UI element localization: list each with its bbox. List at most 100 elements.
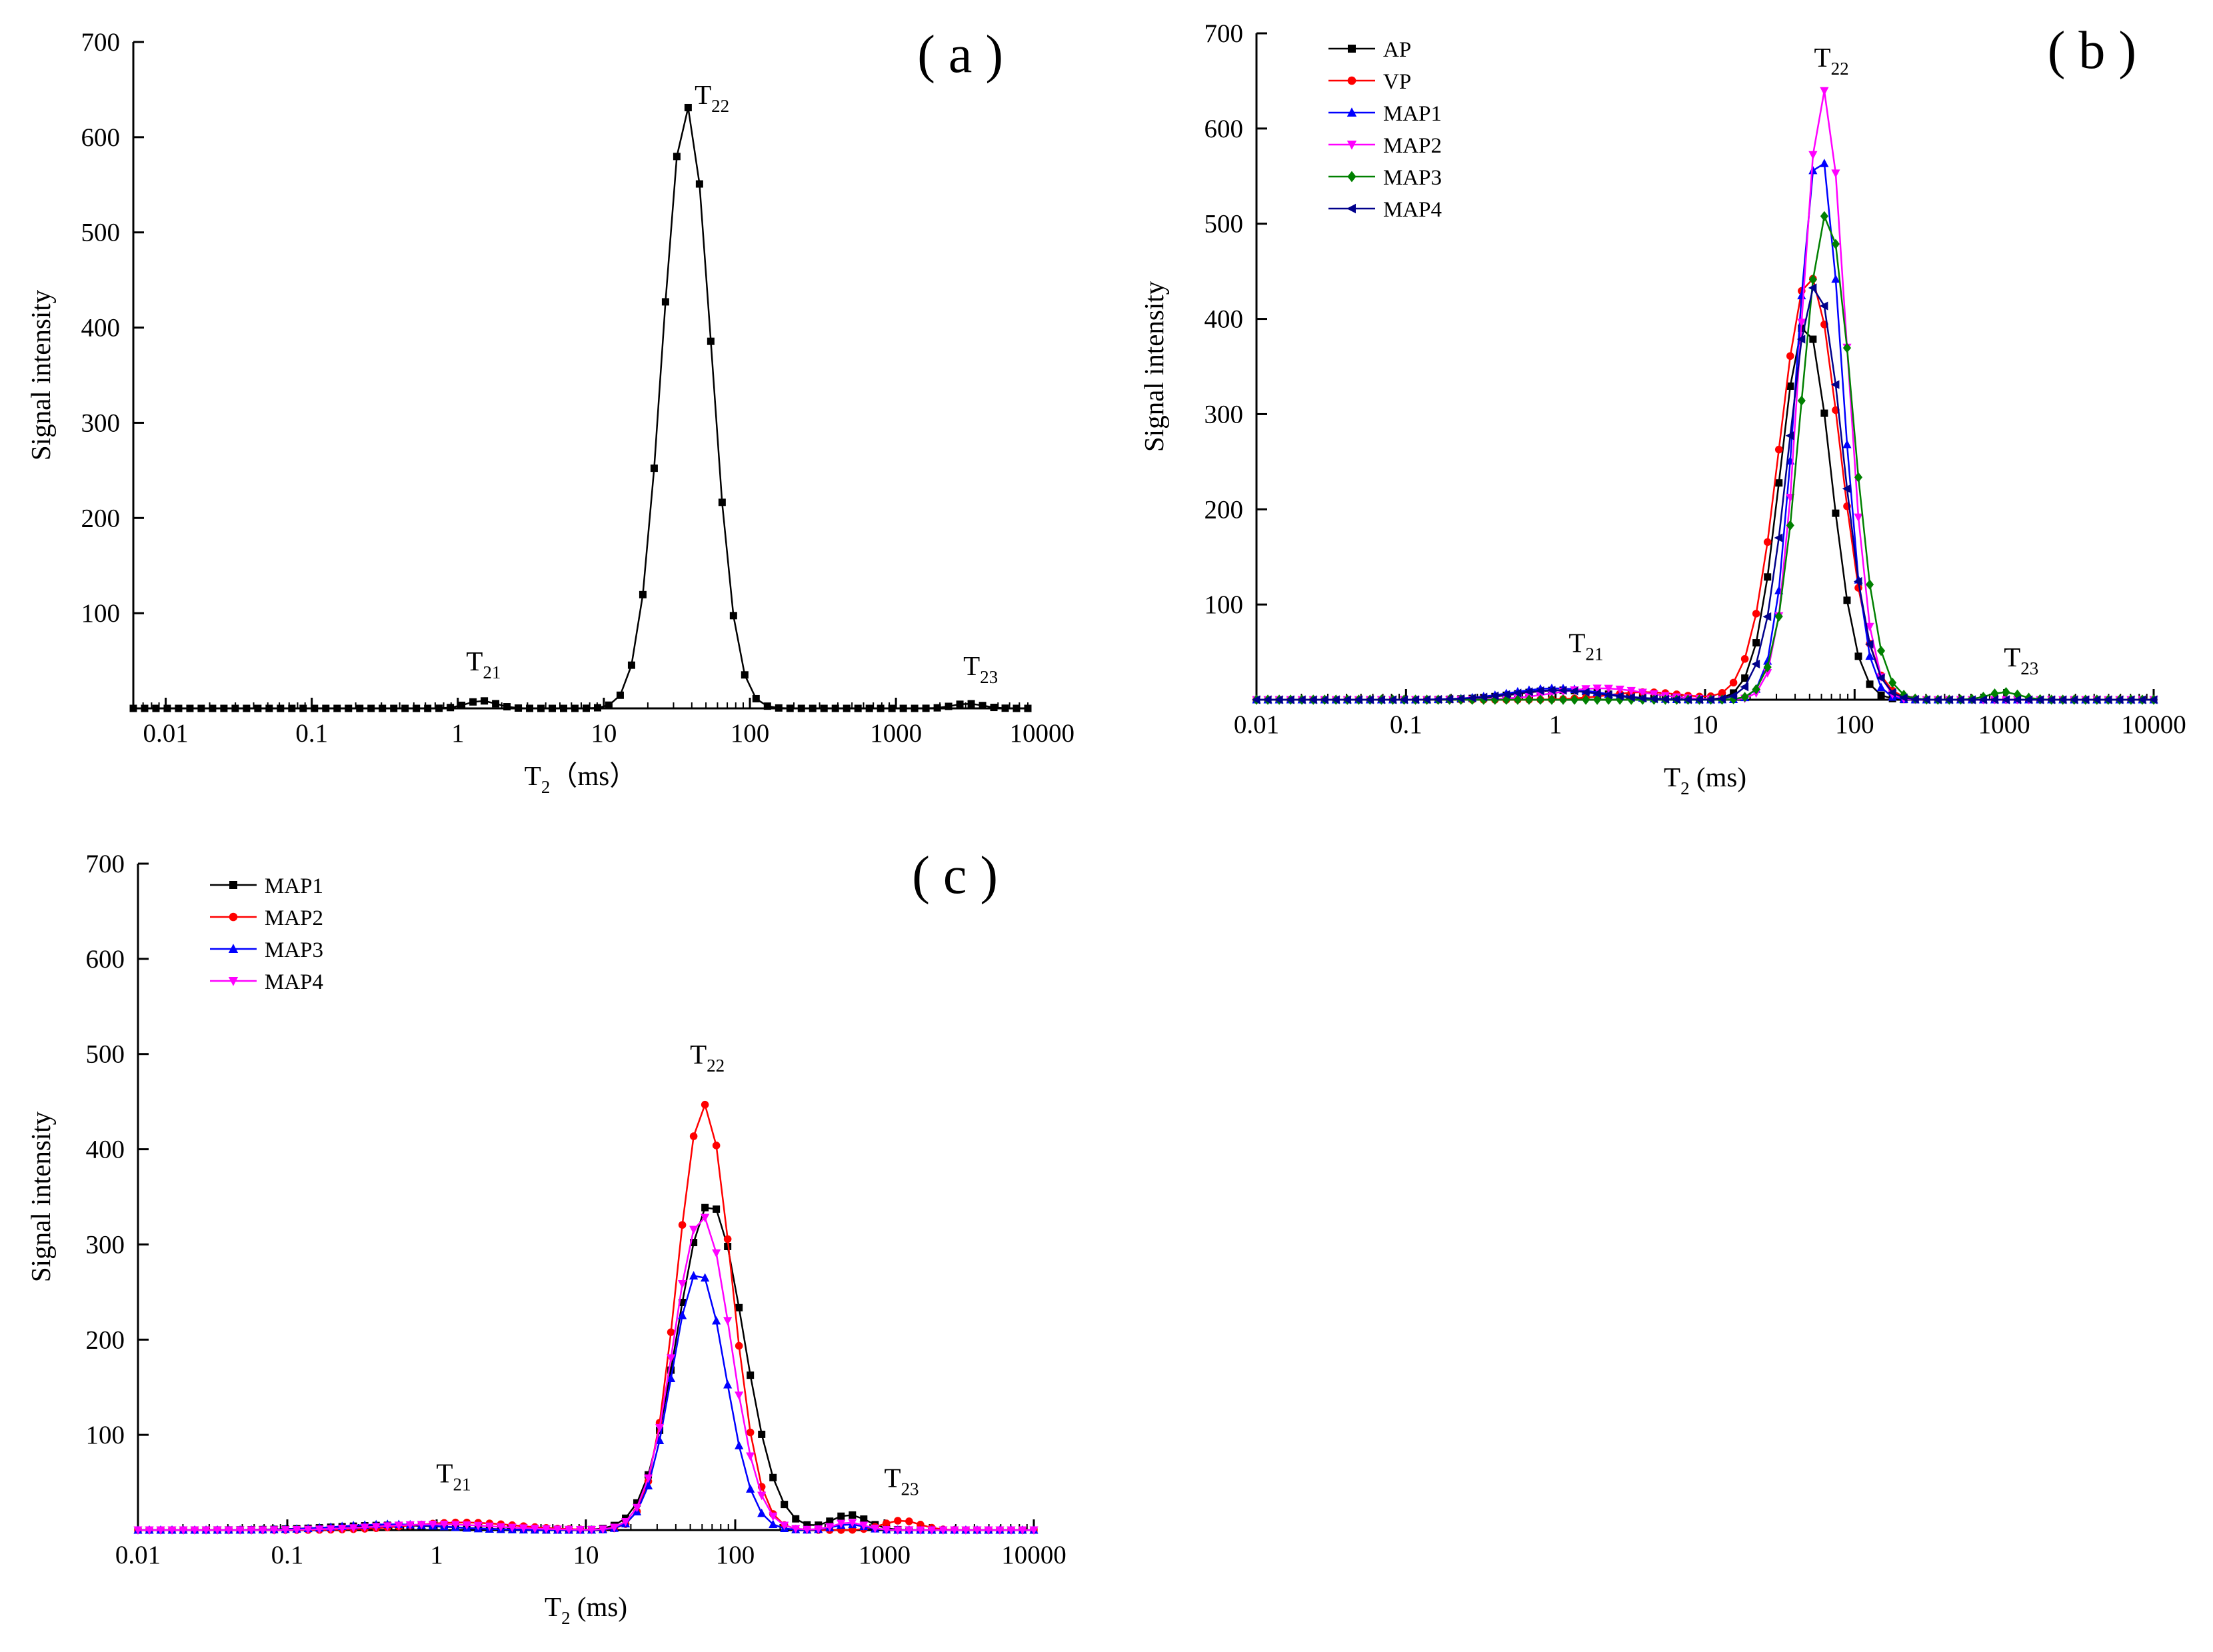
data-point — [712, 1315, 721, 1325]
y-axis-title: Signal intensity — [25, 289, 56, 460]
panel-label: ( b ) — [2048, 21, 2136, 80]
data-point — [990, 704, 998, 712]
data-point — [1775, 479, 1783, 487]
data-point — [916, 1526, 925, 1535]
data-point — [723, 1235, 732, 1243]
data-point — [1615, 692, 1624, 701]
x-axis-title-sub: 2 — [561, 1608, 571, 1628]
data-point — [837, 1512, 845, 1520]
data-point — [780, 1521, 789, 1531]
data-point — [2024, 695, 2033, 704]
x-axis-title-unit: (ms) — [571, 1591, 627, 1622]
data-point — [519, 1524, 529, 1533]
data-point — [303, 1525, 313, 1535]
data-point — [707, 337, 715, 345]
data-point — [1797, 319, 1806, 327]
data-point — [413, 704, 421, 712]
data-point — [979, 702, 987, 710]
legend-label: MAP4 — [265, 970, 323, 994]
legend-label: VP — [1383, 70, 1411, 94]
data-point — [1547, 694, 1556, 705]
data-point — [1274, 695, 1283, 704]
peak-label-main: T — [1814, 42, 1831, 73]
peak-label-main: T — [963, 650, 980, 681]
data-point — [632, 1503, 642, 1513]
data-point — [265, 704, 273, 712]
data-point — [797, 704, 805, 712]
data-point — [1376, 695, 1385, 704]
data-point — [695, 180, 703, 188]
series-line — [1256, 162, 2154, 701]
data-point — [541, 1525, 551, 1534]
data-point — [462, 1521, 471, 1530]
peak-label-sub: 21 — [453, 1475, 471, 1495]
data-point — [129, 704, 137, 712]
y-tick-label: 300 — [81, 409, 121, 437]
data-point — [1774, 611, 1783, 622]
data-point — [746, 1428, 755, 1437]
data-point — [746, 1484, 755, 1493]
x-axis-title: T2 (ms) — [1664, 762, 1746, 798]
data-point — [258, 1526, 267, 1535]
data-point — [633, 1499, 641, 1507]
data-point — [1410, 695, 1420, 704]
y-tick-label: 600 — [81, 123, 121, 152]
data-point — [209, 704, 217, 712]
data-point — [712, 1142, 721, 1150]
x-tick-label: 10 — [1692, 710, 1718, 739]
data-point — [1808, 274, 1817, 285]
data-point — [894, 1517, 902, 1525]
data-point — [526, 704, 534, 712]
data-point — [1729, 694, 1738, 704]
data-point — [1866, 680, 1874, 688]
data-point — [1580, 688, 1590, 697]
data-point — [893, 1526, 903, 1535]
data-point — [1752, 639, 1760, 647]
data-point — [473, 1521, 483, 1531]
data-point — [1729, 678, 1738, 687]
x-tick-label: 10000 — [1001, 1541, 1067, 1569]
data-point — [1808, 283, 1817, 293]
data-point — [1524, 694, 1533, 705]
data-point — [1592, 684, 1602, 694]
series-ap — [1252, 325, 2158, 704]
data-point — [1774, 533, 1783, 542]
data-point — [616, 691, 624, 699]
data-point — [1638, 688, 1647, 698]
data-point — [247, 1526, 256, 1535]
data-point — [1320, 695, 1328, 704]
y-tick-label: 100 — [81, 599, 121, 628]
data-point — [775, 704, 783, 712]
data-point — [1877, 645, 1886, 656]
peak-label-t22: T22 — [690, 1039, 725, 1076]
data-point — [311, 704, 319, 712]
data-point — [791, 1525, 801, 1534]
data-point — [763, 702, 771, 710]
y-tick-label: 600 — [1204, 115, 1244, 143]
series-vp — [1252, 275, 2158, 704]
data-point — [1990, 688, 1999, 699]
data-point — [786, 704, 794, 712]
data-point — [145, 1526, 154, 1535]
x-tick-label: 10 — [573, 1541, 599, 1569]
legend-marker — [1346, 107, 1357, 117]
legend: MAP1 MAP2 MAP3 MAP4 — [210, 874, 323, 994]
data-point — [417, 1521, 426, 1529]
data-point — [939, 1526, 948, 1535]
y-tick-label: 200 — [86, 1325, 125, 1354]
data-point — [769, 1512, 778, 1521]
data-point — [746, 1452, 755, 1461]
data-point — [315, 1525, 324, 1534]
legend-marker — [228, 977, 239, 986]
data-point — [678, 1279, 687, 1289]
x-tick-label: 0.01 — [1234, 710, 1279, 739]
x-axis-title: T2（ms） — [525, 760, 637, 797]
data-point — [883, 1519, 891, 1527]
data-point — [2002, 686, 2010, 698]
data-point — [1730, 689, 1738, 697]
data-point — [1513, 694, 1522, 705]
data-point — [1854, 472, 1863, 482]
data-point — [1820, 409, 1828, 417]
data-point — [587, 1525, 597, 1535]
data-point — [141, 704, 149, 712]
